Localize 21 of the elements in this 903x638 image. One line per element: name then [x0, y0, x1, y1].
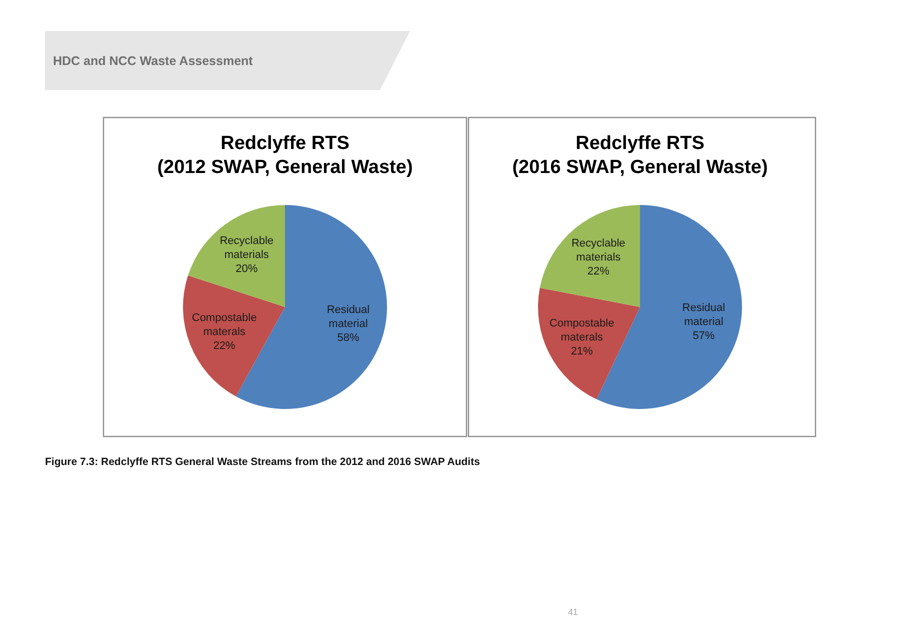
data-label: 57% [692, 330, 715, 342]
slice-label: Recyclable materials [220, 235, 274, 262]
data-label: 58% [337, 332, 360, 344]
data-label: 21% [570, 346, 594, 358]
pie-slice [540, 205, 640, 307]
pie-slice [188, 205, 285, 307]
pie-slice [538, 288, 640, 400]
text: HDC and NCC Waste Assessment [53, 54, 254, 68]
data-label: 20% [236, 263, 258, 276]
text: 41 [568, 607, 578, 617]
slice-label: Compostable materals [192, 312, 257, 338]
chart-title: Redclyffe RTS (2016 SWAP, General Waste) [512, 133, 768, 178]
data-label: 22% [587, 266, 610, 278]
slice-label: Recyclable materials [571, 238, 626, 264]
slice-label: Residual material [682, 302, 726, 328]
pie-slice [183, 275, 285, 396]
data-label: 22% [213, 340, 236, 352]
caption: Figure 7.3: Redclyffe RTS General Waste Streams from the 2012 and 2016 SWAP Audits [45, 456, 480, 468]
slice-label: Compostable materals [549, 318, 614, 344]
chart-title: Redclyffe RTS (2012 SWAP, General Waste) [157, 133, 413, 178]
slice-label: Residual material [326, 304, 370, 330]
